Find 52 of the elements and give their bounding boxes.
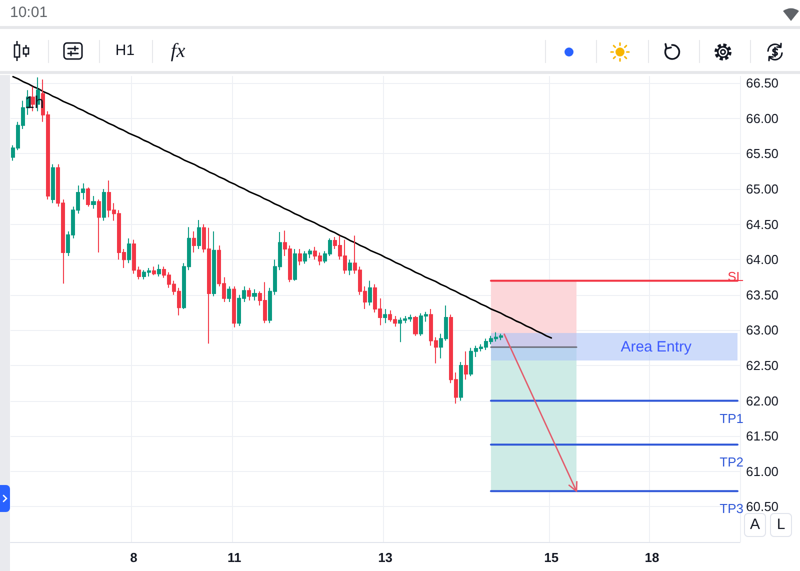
candlestick bbox=[293, 248, 297, 282]
text: H1 bbox=[114, 42, 136, 60]
candlestick bbox=[247, 287, 251, 302]
candlestick bbox=[298, 248, 302, 266]
series-label: TP1 bbox=[720, 410, 744, 426]
x-tick-label: 18 bbox=[644, 550, 660, 565]
series-label: TP3 bbox=[720, 501, 744, 516]
candlestick bbox=[197, 220, 201, 250]
text: 1h bbox=[25, 93, 44, 112]
y-tick-label: 64.00 bbox=[746, 252, 779, 268]
candlestick bbox=[91, 196, 96, 210]
candlestick bbox=[192, 230, 196, 254]
candlestick bbox=[383, 308, 387, 324]
y-tick-label: 62.00 bbox=[746, 393, 779, 408]
y-tick-label: 61.50 bbox=[746, 428, 779, 444]
candlestick bbox=[459, 361, 463, 402]
y-tick-label: 63.00 bbox=[746, 322, 779, 338]
text: fx bbox=[170, 39, 186, 63]
series-label: TP2 bbox=[720, 454, 744, 470]
candlestick bbox=[86, 187, 90, 208]
candlestick bbox=[348, 259, 352, 276]
candlestick bbox=[97, 199, 101, 254]
x-tick-label: 13 bbox=[378, 550, 393, 565]
candlestick bbox=[212, 230, 216, 297]
candlestick bbox=[152, 266, 156, 276]
band-label: Area Entry bbox=[620, 338, 692, 356]
y-tick-label: 65.00 bbox=[746, 181, 779, 196]
y-tick-label: 64.50 bbox=[746, 216, 779, 232]
candlestick bbox=[227, 286, 231, 302]
candlestick bbox=[232, 286, 236, 328]
candlestick bbox=[368, 280, 372, 306]
x-tick-label: 11 bbox=[227, 550, 242, 565]
y-tick-label: 66.50 bbox=[746, 76, 779, 91]
y-tick-label: 60.50 bbox=[746, 499, 779, 514]
y-tick-label: 62.50 bbox=[746, 358, 779, 373]
x-tick-label: 8 bbox=[130, 550, 138, 565]
candlestick bbox=[127, 238, 131, 264]
y-tick-label: 65.50 bbox=[746, 146, 779, 162]
candlestick bbox=[102, 188, 106, 222]
text: 10:01 bbox=[10, 4, 48, 22]
x-tick-label: 15 bbox=[544, 550, 559, 565]
candlestick bbox=[464, 350, 468, 380]
button: L bbox=[770, 513, 792, 537]
candlestick bbox=[413, 316, 418, 336]
candlestick bbox=[157, 264, 161, 278]
y-tick-label: 63.50 bbox=[746, 287, 779, 302]
line-series bbox=[12, 76, 552, 339]
candlestick bbox=[252, 288, 257, 302]
button: A bbox=[744, 513, 766, 537]
y-tick-label: 61.00 bbox=[746, 464, 779, 479]
candlestick bbox=[51, 164, 55, 204]
y-tick-label: 66.00 bbox=[746, 110, 779, 126]
